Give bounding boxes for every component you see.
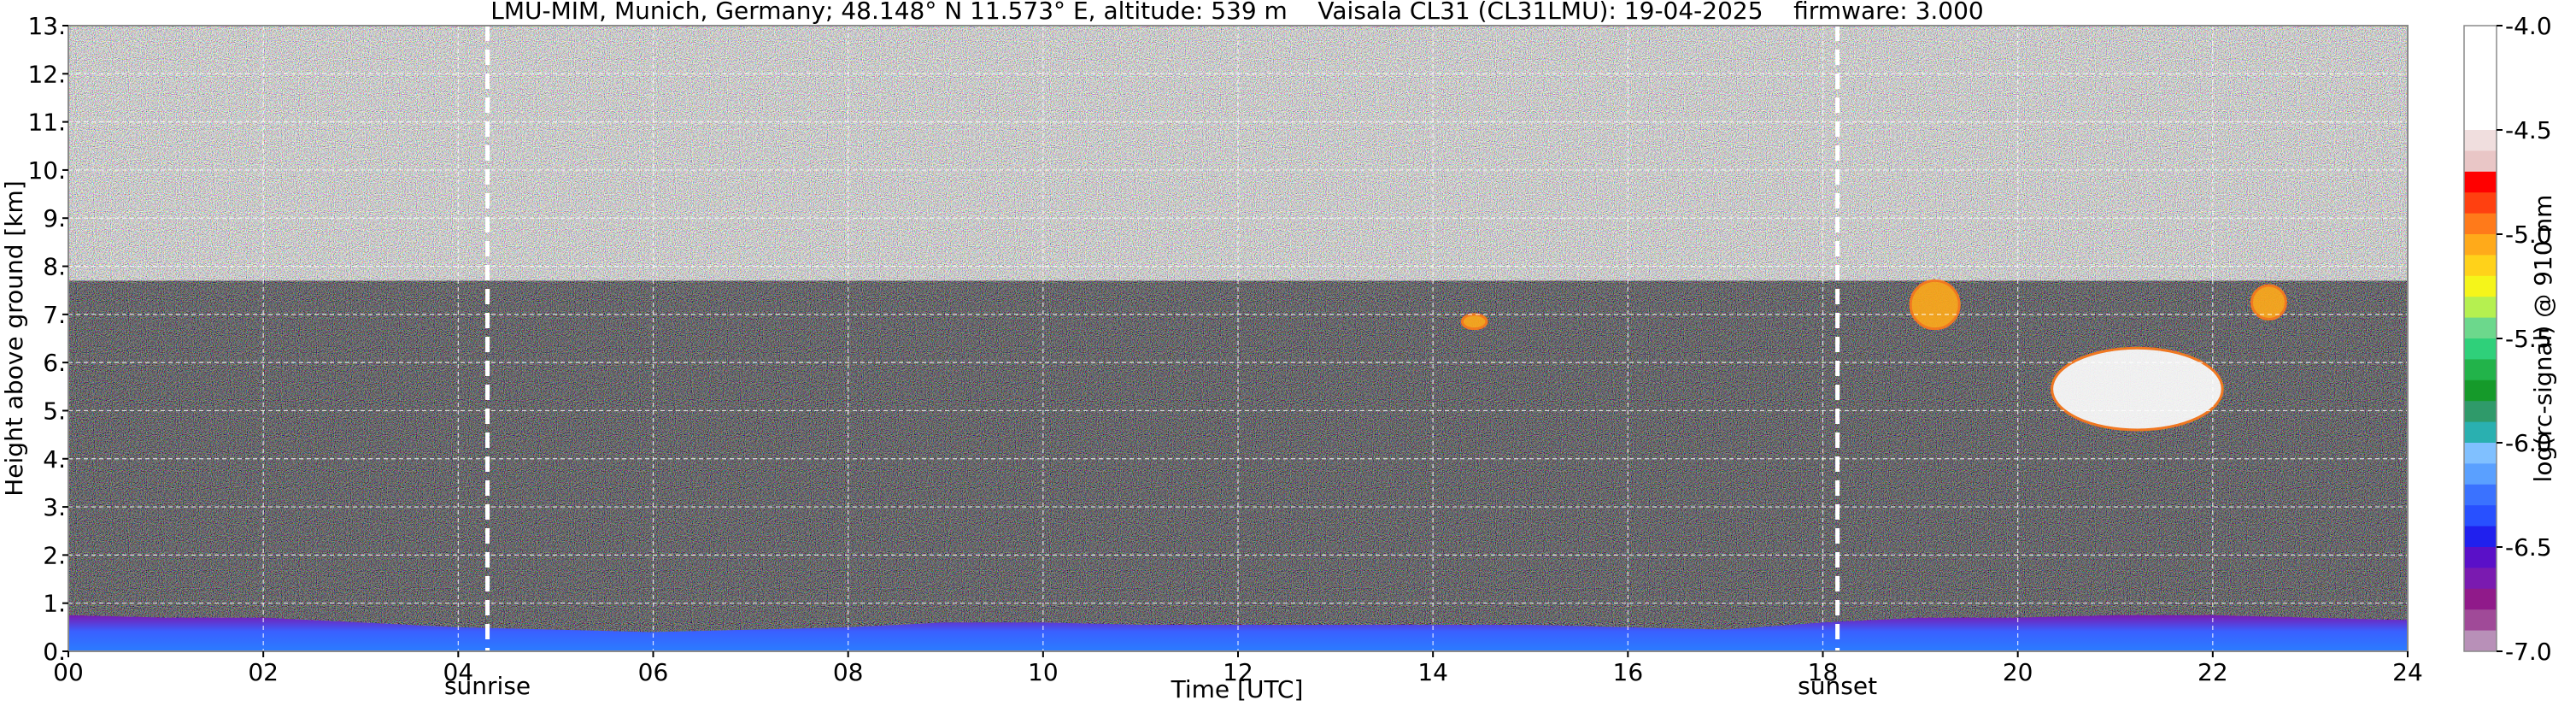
- colorbar-segment: [2464, 484, 2497, 506]
- sunset-label: sunset: [1798, 672, 1877, 700]
- cloud-feature: [1460, 313, 1488, 331]
- y-tick-label: 1.: [43, 590, 66, 618]
- x-tick-label: 12: [1223, 658, 1253, 686]
- colorbar-segment: [2464, 359, 2497, 381]
- colorbar-tick-label: -5.5: [2505, 325, 2552, 353]
- colorbar-segment: [2464, 130, 2497, 151]
- colorbar-segment: [2464, 609, 2497, 632]
- y-tick-label: 0.: [43, 638, 66, 666]
- colorbar-segment: [2464, 26, 2497, 47]
- colorbar-segment: [2464, 192, 2497, 215]
- x-tick-label: 08: [833, 658, 864, 686]
- y-tick-label: 12.: [27, 60, 66, 88]
- cloud-features: [1460, 279, 2287, 432]
- cloud-feature: [2051, 346, 2224, 432]
- colorbar-segment: [2464, 505, 2497, 527]
- colorbar-segment: [2464, 568, 2497, 590]
- x-tick-label: 14: [1417, 658, 1448, 686]
- colorbar-segment: [2464, 443, 2497, 464]
- colorbar-segment: [2464, 88, 2497, 110]
- y-tick-label: 9.: [43, 204, 66, 232]
- colorbar-segment: [2464, 547, 2497, 568]
- y-tick-label: 4.: [43, 445, 66, 474]
- sun-event-lines: [485, 26, 1840, 651]
- colorbar-segment: [2464, 275, 2497, 297]
- colorbar-tick-label: -4.0: [2505, 12, 2552, 40]
- chart-title: LMU-MIM, Munich, Germany; 48.148° N 11.5…: [490, 0, 1984, 25]
- colorbar-segment: [2464, 630, 2497, 652]
- y-tick-label: 6.: [43, 349, 66, 377]
- sunrise-label: sunrise: [444, 672, 531, 700]
- colorbar-segment: [2464, 171, 2497, 193]
- colorbar: [2463, 25, 2497, 652]
- x-tick-label: 20: [2003, 658, 2033, 686]
- colorbar-segment: [2464, 109, 2497, 131]
- x-tick-label: 06: [638, 658, 669, 686]
- x-tick-label: 00: [53, 658, 84, 686]
- x-tick-label: 24: [2392, 658, 2423, 686]
- colorbar-segment: [2464, 234, 2497, 256]
- grid-lines: [68, 26, 2408, 651]
- y-tick-label: 11.: [27, 109, 66, 137]
- x-tick-label: 10: [1028, 658, 1059, 686]
- colorbar-tick-label: -7.0: [2505, 638, 2552, 666]
- plot-area: [68, 26, 2408, 651]
- colorbar-label: log(rc-signal) @ 910 nm: [2529, 195, 2557, 483]
- cloud-feature: [2250, 284, 2287, 321]
- colorbar-segment: [2464, 526, 2497, 548]
- y-tick-label: 10.: [27, 156, 66, 185]
- x-tick-label: 16: [1613, 658, 1644, 686]
- colorbar-segment: [2464, 421, 2497, 444]
- cloud-feature: [1909, 279, 1961, 331]
- colorbar-segment: [2464, 401, 2497, 423]
- colorbar-segment: [2464, 463, 2497, 485]
- colorbar-segment: [2464, 46, 2497, 68]
- colorbar-segment: [2464, 317, 2497, 339]
- colorbar-segment: [2464, 213, 2497, 235]
- colorbar-tick-label: -6.0: [2505, 429, 2552, 457]
- colorbar-tick-label: -6.5: [2505, 533, 2552, 562]
- x-tick-label: 22: [2198, 658, 2228, 686]
- colorbar-segment: [2464, 297, 2497, 319]
- sun-event-labels: sunrise sunset: [444, 672, 1877, 700]
- x-axis-ticks: 00 02 04 06 08 10 12 14 16 18 20 22 24: [53, 651, 2423, 686]
- y-tick-label: 3.: [43, 493, 66, 521]
- y-tick-label: 8.: [43, 253, 66, 281]
- colorbar-segment: [2464, 67, 2497, 89]
- colorbar-segment: [2464, 379, 2497, 402]
- x-tick-label: 18: [1808, 658, 1839, 686]
- x-axis-label: Time [UTC]: [1171, 675, 1304, 703]
- y-tick-label: 5.: [43, 397, 66, 425]
- colorbar-segment: [2464, 588, 2497, 610]
- y-axis-ticks: 0. 1. 2. 3. 4. 5. 6. 7. 8. 9. 10. 11. 12. 13.: [27, 12, 68, 666]
- colorbar-tick-label: -4.5: [2505, 116, 2552, 144]
- y-tick-label: 2.: [43, 541, 66, 569]
- colorbar-segment: [2464, 255, 2497, 277]
- colorbar-segment: [2464, 150, 2497, 173]
- y-axis-label: Height above ground [km]: [0, 180, 28, 497]
- y-tick-label: 7.: [43, 301, 66, 329]
- colorbar-segment: [2464, 338, 2497, 360]
- y-tick-label: 13.: [27, 12, 66, 40]
- colorbar-tick-label: -5.0: [2505, 221, 2552, 249]
- x-tick-label: 02: [248, 658, 279, 686]
- colorbar-ticks: -4.0 -4.5 -5.0 -5.5 -6.0 -6.5 -7.0: [2497, 12, 2552, 666]
- x-tick-label: 04: [443, 658, 474, 686]
